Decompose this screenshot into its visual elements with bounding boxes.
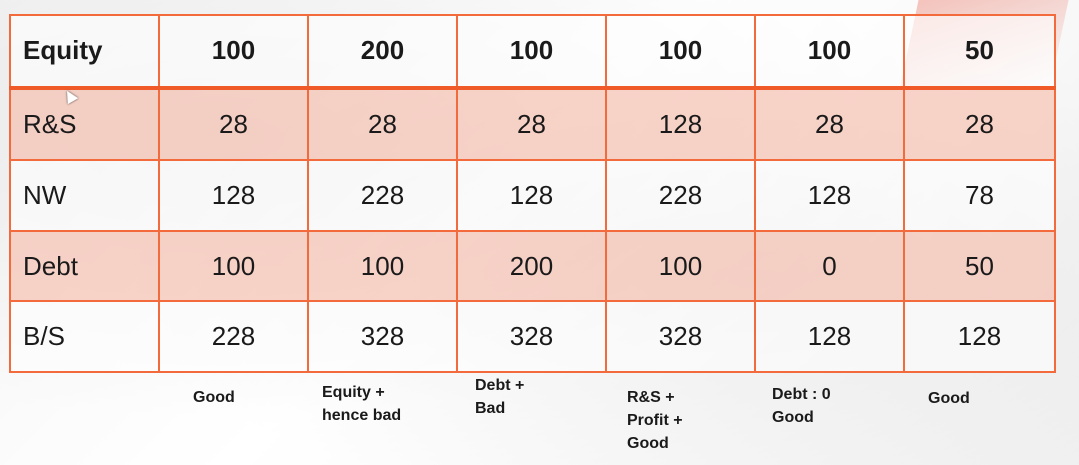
table-cell: 28: [307, 86, 458, 162]
header-cell: 100: [605, 14, 756, 90]
row-label: NW: [9, 159, 160, 232]
table-cell: 128: [754, 159, 905, 232]
table-row: NW 128 228 128 228 128 78: [9, 159, 1056, 232]
header-cell: 200: [307, 14, 458, 90]
row-label: B/S: [9, 300, 160, 373]
table-cell: 100: [158, 229, 309, 303]
row-label: Debt: [9, 229, 160, 303]
table-cell: 128: [456, 159, 607, 232]
row-label: R&S: [9, 86, 160, 162]
table-cell: 228: [158, 300, 309, 373]
balance-sheet-table: Equity 100 200 100 100 100 50 R&S 28 28 …: [9, 14, 1056, 373]
table-cell: 328: [307, 300, 458, 373]
table-row: Debt 100 100 200 100 0 50: [9, 229, 1056, 303]
header-cell: 100: [754, 14, 905, 90]
table-cell: 78: [903, 159, 1056, 232]
table-cell: 28: [754, 86, 905, 162]
table-row: B/S 228 328 328 328 128 128: [9, 300, 1056, 373]
header-cell: 100: [456, 14, 607, 90]
table-row: R&S 28 28 28 128 28 28: [9, 86, 1056, 162]
table-cell: 128: [754, 300, 905, 373]
table-cell: 128: [903, 300, 1056, 373]
table-cell: 28: [903, 86, 1056, 162]
table-cell: 28: [456, 86, 607, 162]
table-cell: 128: [158, 159, 309, 232]
table-cell: 228: [605, 159, 756, 232]
header-cell: 100: [158, 14, 309, 90]
table-cell: 100: [307, 229, 458, 303]
table-cell: 328: [605, 300, 756, 373]
table-header-row: Equity 100 200 100 100 100 50: [9, 14, 1056, 90]
table-cell: 128: [605, 86, 756, 162]
header-cell: Equity: [9, 14, 160, 90]
table-cell: 0: [754, 229, 905, 303]
table-cell: 328: [456, 300, 607, 373]
table-cell: 28: [158, 86, 309, 162]
table-cell: 50: [903, 229, 1056, 303]
table-cell: 100: [605, 229, 756, 303]
table-cell: 200: [456, 229, 607, 303]
header-cell: 50: [903, 14, 1056, 90]
table-cell: 228: [307, 159, 458, 232]
